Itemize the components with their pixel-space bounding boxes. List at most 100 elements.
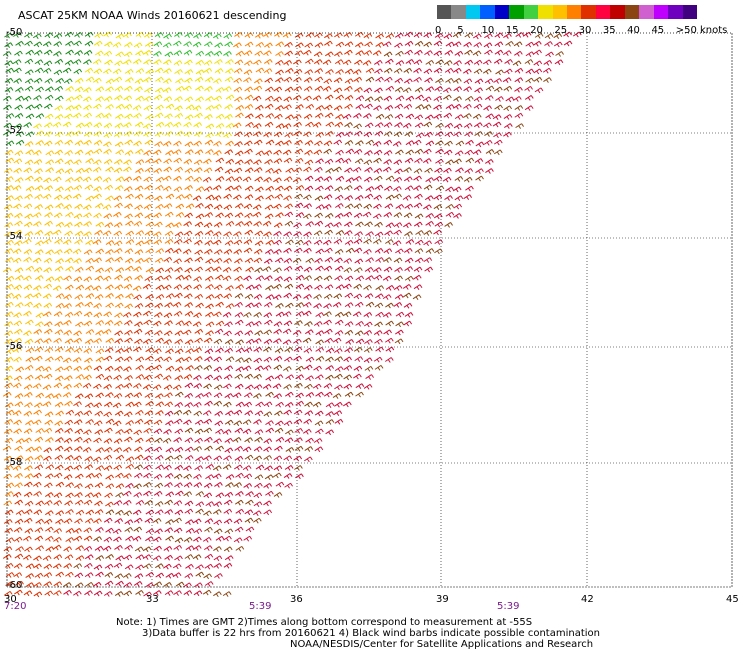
wind-barb	[84, 301, 94, 308]
wind-barb	[64, 554, 74, 561]
wind-barb	[33, 409, 42, 416]
wind-barb	[35, 392, 45, 399]
wind-barb	[85, 257, 94, 264]
wind-barb	[123, 382, 133, 389]
wind-barb	[293, 338, 302, 345]
wind-barb	[34, 194, 43, 200]
wind-barb	[202, 536, 212, 543]
wind-barb	[264, 77, 274, 84]
wind-barb	[373, 213, 382, 220]
wind-barb	[392, 141, 402, 147]
wind-barb	[333, 293, 343, 300]
wind-barb	[213, 257, 223, 264]
wind-barb	[25, 563, 35, 570]
wind-barb	[53, 41, 63, 47]
wind-barb	[173, 222, 182, 228]
wind-barb	[365, 76, 375, 83]
wind-barb	[413, 266, 423, 273]
wind-barb	[24, 58, 34, 65]
wind-barb	[35, 312, 45, 319]
wind-barb	[355, 275, 365, 282]
wind-barb	[104, 320, 114, 326]
wind-barb	[323, 194, 333, 200]
wind-barb	[113, 240, 123, 247]
wind-barb	[355, 320, 365, 327]
wind-barb	[404, 78, 413, 85]
wind-barb	[43, 60, 53, 67]
wind-barb	[132, 175, 142, 182]
wind-barb	[454, 50, 464, 57]
wind-barb	[283, 473, 293, 479]
wind-barb	[15, 139, 25, 146]
wind-barb	[254, 240, 264, 247]
wind-barb	[435, 122, 444, 129]
wind-barb	[153, 59, 162, 65]
wind-barb	[145, 158, 154, 164]
wind-barb	[365, 374, 374, 380]
wind-barb	[283, 60, 293, 66]
wind-barb	[313, 239, 323, 246]
wind-barb	[304, 185, 314, 192]
wind-barb	[383, 212, 393, 218]
colorbar-segment	[668, 5, 684, 19]
wind-barb	[384, 185, 393, 192]
wind-barb	[545, 51, 554, 58]
wind-barb	[284, 283, 294, 290]
wind-barb	[74, 221, 83, 228]
wind-barb	[284, 203, 293, 210]
wind-barb	[262, 266, 272, 272]
wind-barb	[244, 454, 254, 461]
wind-barb	[64, 284, 74, 291]
wind-barb	[364, 193, 374, 200]
wind-barb	[434, 86, 443, 92]
wind-barb	[454, 114, 464, 120]
wind-barb	[325, 356, 334, 363]
wind-barb	[342, 311, 352, 318]
wind-barb	[5, 176, 14, 182]
note-line-2: 3)Data buffer is 22 hrs from 20160621 4)…	[142, 628, 600, 639]
wind-barb	[14, 302, 24, 308]
wind-barb	[235, 105, 245, 111]
wind-barb	[334, 330, 344, 336]
wind-barb	[253, 373, 262, 380]
wind-barb	[405, 149, 415, 156]
wind-barb	[394, 294, 404, 300]
wind-barb	[232, 437, 242, 443]
wind-barb	[283, 231, 293, 238]
wind-barb	[32, 481, 42, 488]
wind-barb	[423, 68, 433, 75]
wind-barb	[404, 31, 414, 38]
wind-barb	[24, 141, 34, 147]
wind-barb	[383, 329, 392, 336]
wind-barb	[173, 418, 183, 425]
wind-barb	[435, 158, 444, 165]
wind-barb	[374, 122, 384, 128]
wind-barb	[255, 41, 265, 48]
wind-barb	[115, 509, 124, 516]
wind-barb	[13, 78, 22, 84]
wind-barb	[23, 535, 32, 542]
wind-barb	[223, 258, 232, 264]
wind-barb	[65, 537, 75, 543]
wind-barb	[184, 427, 194, 434]
wind-barb	[354, 231, 363, 237]
wind-barb	[254, 176, 264, 183]
wind-barb	[333, 87, 343, 94]
wind-barb	[293, 418, 303, 425]
wind-barb	[125, 401, 135, 408]
wind-barb	[245, 113, 254, 120]
wind-barb	[253, 357, 263, 364]
wind-barb	[72, 193, 82, 200]
wind-barb	[43, 131, 53, 137]
wind-barb	[95, 392, 104, 399]
wind-barb	[235, 366, 245, 373]
wind-barb	[205, 330, 214, 336]
wind-barb	[65, 409, 75, 416]
wind-barb	[83, 122, 93, 128]
wind-barb	[233, 86, 243, 93]
wind-barb	[453, 96, 462, 102]
wind-barb	[214, 420, 224, 427]
wind-barb	[4, 375, 13, 382]
wind-barb	[413, 67, 422, 74]
wind-barb	[133, 483, 142, 490]
